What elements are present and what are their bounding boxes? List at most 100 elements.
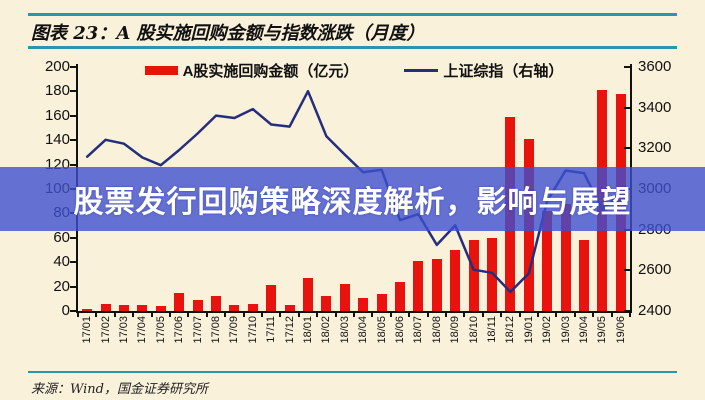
left-axis-tick-label: 20 <box>53 277 70 295</box>
buyback-bar <box>303 278 313 311</box>
x-axis-label: 19/06 <box>614 316 627 344</box>
x-axis-label: 17/02 <box>99 316 112 344</box>
x-axis-tick <box>573 313 576 317</box>
buyback-bar <box>155 306 166 311</box>
buyback-bar <box>82 308 93 311</box>
x-axis-label: 18/02 <box>320 316 333 344</box>
buyback-bar <box>395 281 405 311</box>
x-axis-label: 17/08 <box>210 316 222 344</box>
x-axis-label: 17/10 <box>246 316 259 344</box>
x-axis-tick <box>279 313 282 317</box>
x-axis-tick <box>629 313 631 317</box>
x-axis-label: 18/01 <box>302 316 314 344</box>
right-axis-tick <box>624 269 630 272</box>
left-axis-tick <box>70 163 76 166</box>
left-axis-tick <box>70 261 76 264</box>
left-axis-tick <box>70 285 76 288</box>
x-axis-label: 17/04 <box>136 316 149 344</box>
buyback-bar <box>284 304 295 311</box>
x-axis-tick <box>353 313 355 317</box>
source-note: 来源：Wind，国金证券研究所 <box>31 382 208 397</box>
x-axis-tick <box>187 313 190 317</box>
x-axis-label: 18/12 <box>504 316 517 344</box>
x-axis-label: 19/01 <box>522 316 535 344</box>
x-axis-tick <box>537 313 539 317</box>
x-axis-tick <box>297 313 300 317</box>
x-axis-label: 17/03 <box>118 316 130 344</box>
x-axis-tick <box>77 313 79 317</box>
x-axis-tick <box>408 313 411 317</box>
left-axis-tick-label: 40 <box>53 253 70 271</box>
x-axis-tick <box>500 313 503 317</box>
line-swatch-icon <box>404 69 439 72</box>
watermark-text: 股票发行回购策略深度解析，影响与展望 <box>73 185 632 220</box>
left-axis-tick-label: 0 <box>61 302 70 319</box>
legend-label-buyback: A股实施回购金额（亿元） <box>182 63 359 80</box>
x-axis-label: 19/04 <box>578 316 590 344</box>
buyback-bar <box>450 250 461 311</box>
x-axis-tick <box>169 313 171 317</box>
x-axis-tick <box>592 313 595 317</box>
x-axis-label: 18/05 <box>375 316 388 344</box>
x-axis-tick <box>95 313 98 317</box>
x-axis-label: 18/07 <box>412 316 425 344</box>
x-axis-label: 19/02 <box>541 316 554 344</box>
x-axis-label: 19/03 <box>559 316 572 344</box>
buyback-bar <box>229 304 240 311</box>
left-axis-tick-label: 180 <box>44 82 70 100</box>
x-axis-label: 18/03 <box>338 316 351 344</box>
x-axis-tick <box>150 313 153 317</box>
x-axis-tick <box>389 313 392 317</box>
buyback-bar <box>339 284 350 311</box>
buyback-bar <box>174 292 185 311</box>
bottom-axis-line <box>76 311 632 313</box>
right-axis-tick <box>624 106 630 109</box>
buyback-bar <box>321 296 332 311</box>
x-axis-label: 18/04 <box>357 316 370 344</box>
legend-item-index: 上证综指（右轴） <box>404 60 563 81</box>
left-axis-tick <box>70 236 76 239</box>
x-axis-label: 18/08 <box>430 316 443 344</box>
x-axis-tick <box>518 313 521 317</box>
x-axis-tick <box>610 313 613 317</box>
right-axis-tick-label: 3400 <box>638 98 672 116</box>
left-axis-tick <box>70 90 76 93</box>
top-divider <box>28 13 677 16</box>
left-axis-tick-label: 60 <box>53 228 70 246</box>
buyback-bar <box>247 303 258 311</box>
right-axis-tick-label: 2600 <box>638 261 672 279</box>
left-axis-tick <box>70 310 76 312</box>
right-axis-tick <box>624 147 630 150</box>
right-axis-tick <box>624 310 630 312</box>
buyback-bar <box>358 297 369 311</box>
buyback-bar <box>579 240 589 311</box>
x-axis-tick <box>334 313 337 317</box>
title-divider <box>28 46 677 49</box>
buyback-bar <box>266 285 277 311</box>
buyback-bar <box>487 237 497 311</box>
right-axis-tick-label: 3600 <box>638 58 672 75</box>
legend-item-buyback: A股实施回购金额（亿元） <box>144 60 359 81</box>
x-axis-tick <box>261 313 263 317</box>
buyback-bar <box>211 296 221 311</box>
left-axis-tick-label: 200 <box>44 58 70 75</box>
legend-label-index: 上证综指（右轴） <box>443 63 564 80</box>
x-axis-label: 17/06 <box>173 316 186 344</box>
left-axis-tick-label: 140 <box>44 131 70 149</box>
right-axis-tick-label: 2400 <box>638 302 672 319</box>
x-axis-tick <box>224 313 227 317</box>
buyback-bar <box>431 258 442 311</box>
chart-legend: A股实施回购金额（亿元） 上证综指（右轴） <box>78 60 630 81</box>
right-axis-tick <box>624 66 630 68</box>
x-axis-tick <box>316 313 319 317</box>
left-axis-tick <box>70 114 76 117</box>
x-axis-tick <box>371 313 374 317</box>
x-axis-label: 17/11 <box>265 316 278 343</box>
buyback-bar <box>376 293 387 311</box>
figure-title: 图表 23：A 股实施回购金额与指数涨跌（月度） <box>31 23 425 44</box>
left-axis-tick <box>70 66 76 68</box>
x-axis-label: 17/09 <box>228 316 241 344</box>
x-axis-tick <box>242 313 245 317</box>
buyback-bar <box>413 260 424 311</box>
